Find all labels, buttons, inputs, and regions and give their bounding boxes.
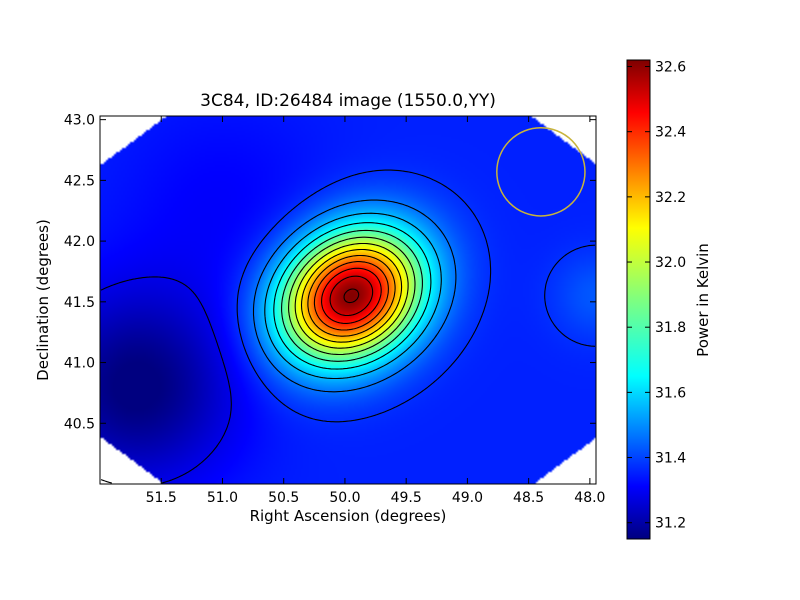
contour-lines xyxy=(100,169,596,484)
colorbar-tick-label: 31.2 xyxy=(655,516,686,532)
y-tick-label: 42.5 xyxy=(64,173,95,189)
colorbar-label: Power in Kelvin xyxy=(694,243,712,357)
colorbar: 31.2 31.4 31.6 31.8 32.0 32.2 32.4 32.6 Power i… xyxy=(626,59,712,540)
contour-line xyxy=(294,242,409,349)
y-tick-label: 43.0 xyxy=(64,113,95,129)
contour-line xyxy=(288,236,416,356)
y-axis-ticks: 40.5 41.0 41.5 42.0 42.5 43.0 xyxy=(64,113,596,432)
colorbar-tick-label: 31.6 xyxy=(655,385,686,401)
contour-line xyxy=(329,275,374,317)
colorbar-ticks: 31.2 31.4 31.6 31.8 32.0 32.2 32.4 32.6 xyxy=(627,60,686,532)
chart-title: 3C84, ID:26484 image (1550.0,YY) xyxy=(200,91,496,111)
plot-frame xyxy=(99,115,597,485)
x-tick-label: 51.5 xyxy=(146,490,177,506)
heatmap xyxy=(100,116,596,484)
x-tick-label: 48.0 xyxy=(574,490,605,506)
contour-line xyxy=(273,222,432,370)
contour-line xyxy=(307,254,396,337)
contour-line xyxy=(300,248,403,343)
x-tick-label: 49.0 xyxy=(452,490,483,506)
contour-line xyxy=(236,169,596,423)
colorbar-tick-label: 32.0 xyxy=(655,255,686,271)
colorbar-tick-label: 31.4 xyxy=(655,451,686,467)
contour-line xyxy=(264,212,442,380)
x-tick-label: 49.5 xyxy=(391,490,422,506)
colorbar-tick-label: 32.4 xyxy=(655,125,686,141)
contour-line xyxy=(321,267,382,324)
beam-circle xyxy=(496,127,586,217)
x-tick-label: 50.5 xyxy=(268,490,299,506)
contour-line xyxy=(343,288,360,304)
colorbar-tick-label: 32.6 xyxy=(655,60,686,76)
plot-area xyxy=(99,115,597,485)
colorbar-gradient xyxy=(626,59,651,540)
x-tick-label: 51.0 xyxy=(207,490,238,506)
contour-line xyxy=(252,199,457,393)
y-tick-label: 40.5 xyxy=(64,416,95,432)
colorbar-tick-label: 31.8 xyxy=(655,320,686,336)
y-tick-label: 41.0 xyxy=(64,356,95,372)
y-tick-label: 41.5 xyxy=(64,295,95,311)
contour-line xyxy=(313,261,389,331)
contour-line xyxy=(281,229,423,362)
y-axis-label: Declination (degrees) xyxy=(34,219,52,381)
colorbar-tick-label: 32.2 xyxy=(655,190,686,206)
y-tick-label: 42.0 xyxy=(64,234,95,250)
x-axis-ticks: 51.5 51.0 50.5 50.0 49.5 49.0 48.5 48.0 xyxy=(146,116,605,506)
x-axis-label: Right Ascension (degrees) xyxy=(250,507,447,525)
x-tick-label: 50.0 xyxy=(329,490,360,506)
contour-line xyxy=(100,276,232,484)
x-tick-label: 48.5 xyxy=(513,490,544,506)
